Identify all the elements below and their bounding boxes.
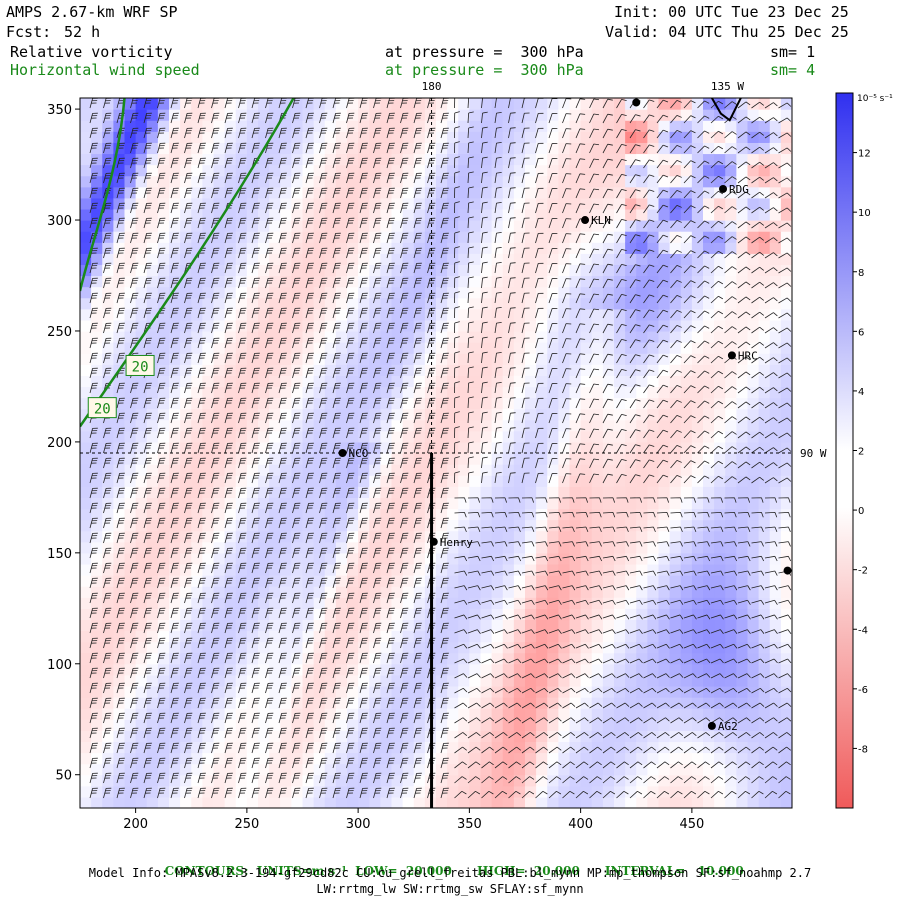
station-dot bbox=[707, 721, 716, 730]
contour-label-box bbox=[87, 397, 117, 419]
station-label: RDG bbox=[729, 183, 749, 196]
station-marker bbox=[632, 98, 641, 107]
station-label: NCO bbox=[349, 447, 369, 460]
colorbar-unit: 10⁻⁵ s⁻¹ bbox=[857, 94, 893, 104]
y-tick-label: 100 bbox=[47, 658, 72, 673]
colorbar-tick-label: 10 bbox=[858, 208, 871, 219]
wind-speed-contours bbox=[80, 98, 295, 428]
colorbar-tick-label: -2 bbox=[858, 566, 868, 577]
contour-label-text: 20 bbox=[132, 359, 149, 375]
contour-high: HIGH= 20.000 bbox=[476, 864, 580, 878]
colorbar-tick-label: -6 bbox=[858, 685, 868, 696]
field1-smoothing: sm= 1 bbox=[770, 43, 816, 61]
colorbar-tick-label: 2 bbox=[858, 447, 864, 458]
field2-level: at pressure = 300 hPa bbox=[385, 61, 584, 79]
x-tick-label: 350 bbox=[457, 817, 482, 832]
x-tick-label: 250 bbox=[234, 817, 259, 832]
plot-frame bbox=[79, 97, 793, 809]
colorbar-tick-label: 4 bbox=[858, 387, 864, 398]
field1-name: Relative vorticity bbox=[10, 43, 173, 61]
top-longitude-label: 135 W bbox=[711, 80, 744, 93]
y-tick-label: 150 bbox=[47, 547, 72, 562]
forecast-hours: 52 h bbox=[64, 23, 101, 41]
contour-units: UNITS=m s⁻¹ bbox=[256, 864, 347, 878]
x-tick-label: 450 bbox=[679, 817, 704, 832]
contour-info: CONTOURS: UNITS=m s⁻¹ LOW= 20.000 HIGH= … bbox=[0, 850, 900, 878]
station-label: AG2 bbox=[718, 720, 738, 733]
y-tick-label: 250 bbox=[47, 325, 72, 340]
contour-label-box bbox=[125, 354, 155, 376]
model-title: AMPS 2.67-km WRF SP bbox=[6, 3, 178, 21]
station-marker: KLN bbox=[581, 214, 611, 227]
colorbar-tick-label: 12 bbox=[858, 149, 871, 160]
contour-interval: INTERVAL= 10.000 bbox=[604, 864, 744, 878]
station-dot bbox=[581, 216, 590, 225]
contour-label: 20 bbox=[87, 397, 117, 419]
station-dot bbox=[719, 184, 728, 193]
station-dot bbox=[632, 98, 641, 107]
y-tick-label: 50 bbox=[55, 769, 72, 784]
y-tick-label: 200 bbox=[47, 436, 72, 451]
station-label: HRC bbox=[738, 349, 758, 362]
station-dot bbox=[338, 449, 347, 457]
forecast-label: Fcst: bbox=[6, 23, 52, 41]
x-tick-label: 300 bbox=[346, 817, 371, 832]
colorbar-tick-label: 0 bbox=[858, 506, 864, 517]
colorbar-tick-label: 8 bbox=[858, 268, 864, 279]
init-time: Init: 00 UTC Tue 23 Dec 25 bbox=[614, 3, 849, 21]
station-dot bbox=[429, 537, 438, 546]
y-tick-label: 300 bbox=[47, 214, 72, 229]
colorbar-tick-label: -8 bbox=[858, 744, 868, 755]
station-marker bbox=[783, 566, 792, 575]
speed-contour-outer bbox=[80, 98, 295, 428]
station-marker: AG2 bbox=[707, 720, 738, 733]
station-label: Henry bbox=[440, 536, 473, 549]
model-info-line2: LW:rrtmg_lw SW:rrtmg_sw SFLAY:sf_mynn bbox=[316, 882, 584, 896]
x-tick-label: 200 bbox=[123, 817, 148, 832]
colorbar-tick-label: -4 bbox=[858, 625, 868, 636]
station-dot bbox=[783, 566, 792, 575]
station-label: KLN bbox=[591, 214, 611, 227]
colorbar-bar bbox=[835, 92, 854, 809]
contour-label: 20 bbox=[125, 354, 155, 376]
field2-smoothing: sm= 4 bbox=[770, 61, 816, 79]
station-marker: Henry bbox=[429, 536, 473, 549]
colorbar: 12 10 8 6 4 2 0 -2 -4 -6 -8 10⁻⁵ s⁻¹ bbox=[835, 92, 893, 809]
contour-low: LOW= 20.000 bbox=[355, 864, 452, 878]
valid-time: Valid: 04 UTC Thu 25 Dec 25 bbox=[605, 23, 849, 41]
x-tick-label: 400 bbox=[568, 817, 593, 832]
speed-contour-inner bbox=[80, 98, 126, 292]
station-dot bbox=[727, 351, 736, 360]
station-marker: HRC bbox=[727, 349, 758, 362]
y-tick-label: 350 bbox=[47, 103, 72, 118]
coastline bbox=[711, 97, 742, 122]
field2-name: Horizontal wind speed bbox=[10, 61, 200, 79]
contour-label-text: 20 bbox=[94, 402, 111, 418]
field1-level: at pressure = 300 hPa bbox=[385, 43, 584, 61]
top-longitude-label: 180 bbox=[422, 80, 442, 93]
colorbar-tick-label: 6 bbox=[858, 327, 864, 338]
model-info: Model Info: MPASv8.2.3-194-gf29cd82c CU:… bbox=[88, 866, 812, 880]
right-longitude-label: 90 W bbox=[800, 447, 827, 460]
contours-label: CONTOURS: bbox=[164, 864, 249, 878]
station-marker: RDG bbox=[719, 183, 749, 196]
station-marker: NCO bbox=[338, 447, 369, 460]
